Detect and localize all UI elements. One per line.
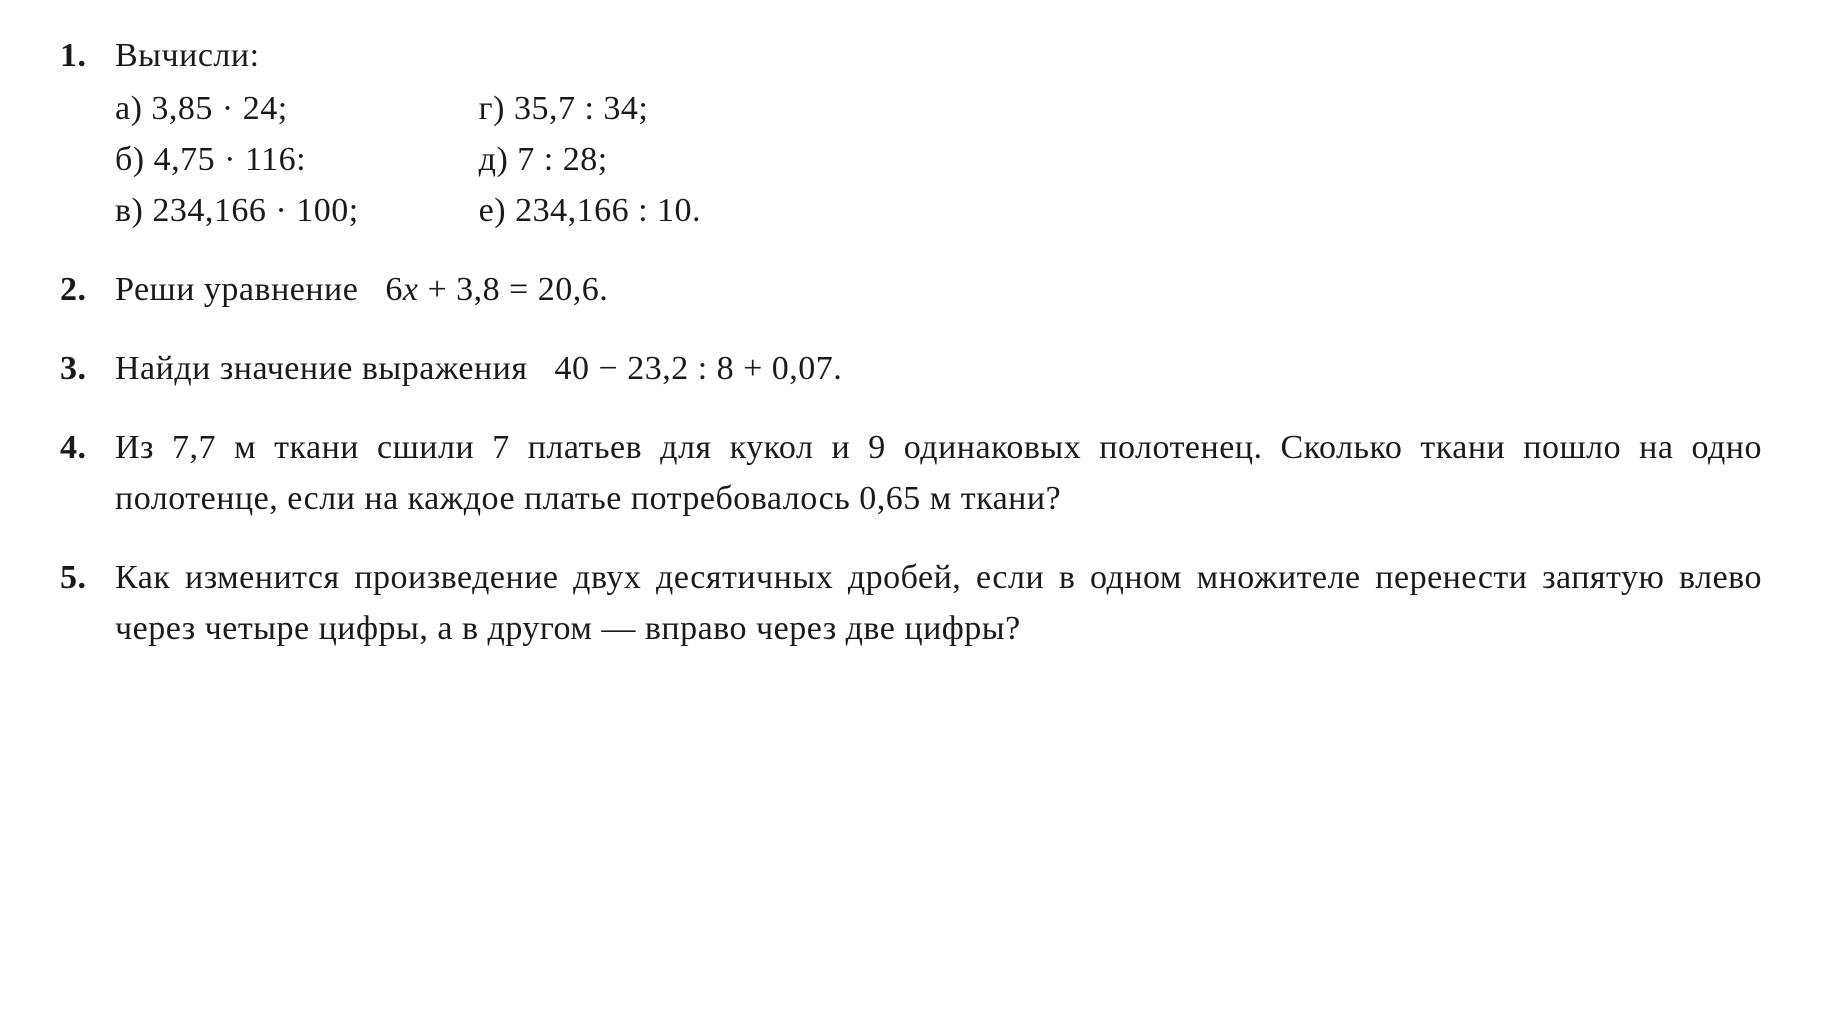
- subitem-expr: 7 : 28;: [517, 141, 607, 178]
- problem-body: Как изменится произведение двух десятичн…: [115, 552, 1762, 654]
- subitem-e: е) 234,166 : 10.: [479, 185, 701, 236]
- subitems-container: а) 3,85 · 24; б) 4,75 · 116: в) 234,166 …: [115, 83, 1762, 236]
- subitem-b: б) 4,75 · 116:: [115, 134, 359, 185]
- problem-body: Реши уравнение 6x + 3,8 = 20,6.: [115, 264, 1762, 315]
- subitem-expr: 3,85 · 24;: [151, 90, 287, 127]
- subitems-col-left: а) 3,85 · 24; б) 4,75 · 116: в) 234,166 …: [115, 83, 359, 236]
- subitem-d: д) 7 : 28;: [479, 134, 701, 185]
- subitem-label: б): [115, 141, 145, 178]
- problem-number: 5.: [60, 552, 115, 603]
- subitem-expr: 234,166 · 100;: [152, 192, 358, 229]
- problem-4: 4. Из 7,7 м ткани сшили 7 платьев для ку…: [60, 422, 1762, 524]
- subitem-expr: 35,7 : 34;: [514, 90, 648, 127]
- subitem-expr: 4,75 · 116:: [154, 141, 307, 178]
- problem-2: 2. Реши уравнение 6x + 3,8 = 20,6.: [60, 264, 1762, 315]
- problem-number: 3.: [60, 343, 115, 394]
- subitem-label: е): [479, 192, 506, 229]
- problem-number: 4.: [60, 422, 115, 473]
- problem-text: Реши уравнение: [115, 271, 385, 308]
- subitem-label: д): [479, 141, 509, 178]
- subitem-expr: 234,166 : 10.: [515, 192, 701, 229]
- problem-1: 1. Вычисли: а) 3,85 · 24; б) 4,75 · 116:…: [60, 30, 1762, 236]
- subitem-label: г): [479, 90, 505, 127]
- problem-3: 3. Найди значение выражения 40 − 23,2 : …: [60, 343, 1762, 394]
- subitem-a: а) 3,85 · 24;: [115, 83, 359, 134]
- subitem-v: в) 234,166 · 100;: [115, 185, 359, 236]
- problem-body: Вычисли: а) 3,85 · 24; б) 4,75 · 116: в)…: [115, 30, 1762, 236]
- problem-number: 1.: [60, 30, 115, 81]
- problem-body: Найди значение выражения 40 − 23,2 : 8 +…: [115, 343, 1762, 394]
- problem-prompt: Вычисли:: [115, 30, 1762, 81]
- problem-text: Найди значение выражения: [115, 350, 555, 387]
- subitem-g: г) 35,7 : 34;: [479, 83, 701, 134]
- subitem-label: а): [115, 90, 142, 127]
- variable-x: x: [403, 271, 419, 308]
- subitems-col-right: г) 35,7 : 34; д) 7 : 28; е) 234,166 : 10…: [479, 83, 701, 236]
- equation: 6x + 3,8 = 20,6.: [385, 271, 608, 308]
- subitem-label: в): [115, 192, 143, 229]
- problem-5: 5. Как изменится произведение двух десят…: [60, 552, 1762, 654]
- problem-body: Из 7,7 м ткани сшили 7 платьев для кукол…: [115, 422, 1762, 524]
- expression: 40 − 23,2 : 8 + 0,07.: [555, 350, 843, 387]
- problem-number: 2.: [60, 264, 115, 315]
